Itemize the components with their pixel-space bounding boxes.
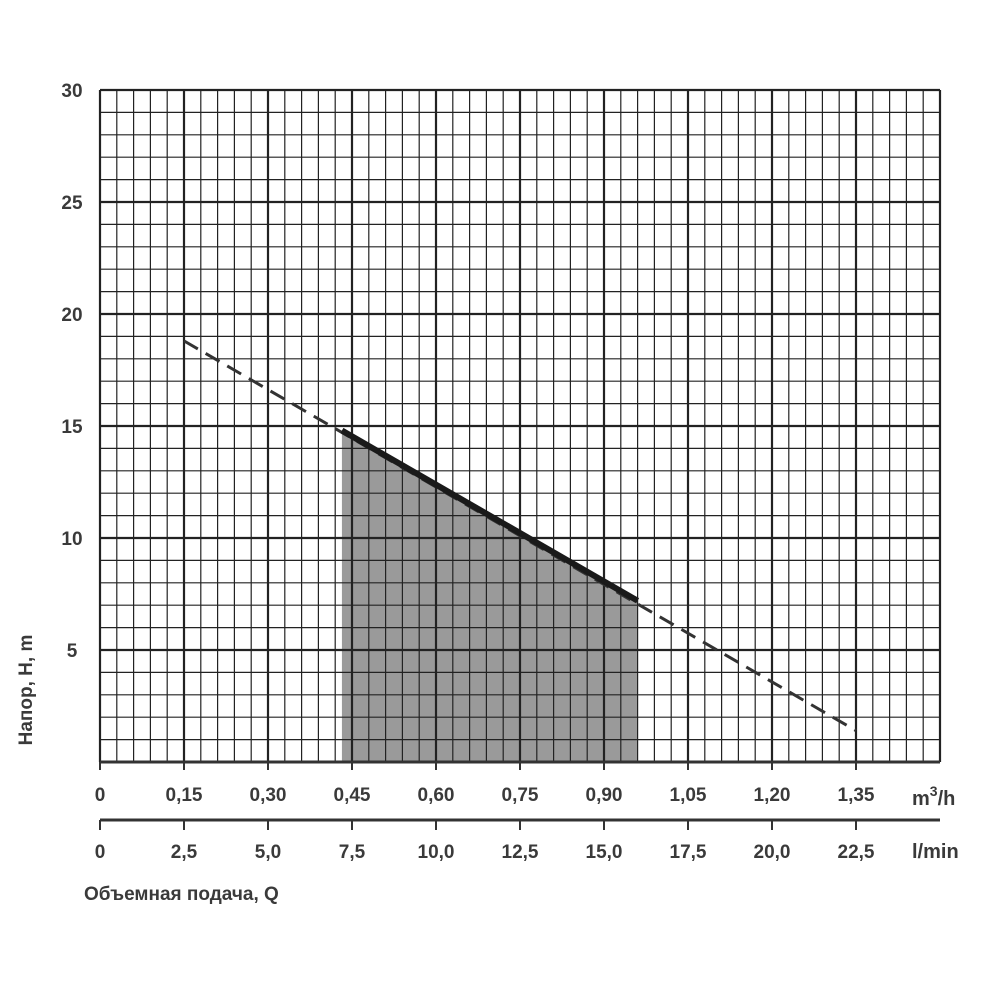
- y-tick-label: 15: [61, 417, 83, 438]
- x-tick-label-m3h: 0,15: [166, 785, 203, 806]
- y-tick-label: 5: [67, 641, 78, 662]
- unit-lmin: l/min: [912, 841, 959, 863]
- x-tick-label-lmin: 22,5: [838, 842, 875, 863]
- x-tick-label-lmin: 0: [95, 842, 106, 863]
- x-tick-label-m3h: 0,45: [334, 785, 371, 806]
- x-tick-label-lmin: 5,0: [255, 842, 281, 863]
- x-tick-label-m3h: 0,75: [502, 785, 539, 806]
- y-tick-label: 20: [61, 305, 82, 326]
- y-tick-label: 25: [61, 193, 83, 214]
- operating-range-shade: [341, 430, 638, 762]
- grid: [98, 88, 942, 764]
- x-tick-label-lmin: 20,0: [754, 842, 791, 863]
- tick-labels: 30 25 20 15 10 5 0 0 0,15 2,5 0,30 5,0 0,45 7,5 0,60 10…: [61, 81, 874, 863]
- curve-solid: [340, 427, 640, 604]
- x-tick-label-lmin: 10,0: [418, 842, 455, 863]
- x-tick-label-lmin: 7,5: [339, 842, 366, 863]
- x-tick-label-m3h: 0,60: [418, 785, 455, 806]
- x-tick-label-m3h: 0,30: [250, 785, 287, 806]
- y-tick-label: 30: [61, 81, 82, 102]
- x-tick-label-m3h: 1,35: [838, 785, 875, 806]
- x-tick-label-lmin: 12,5: [502, 842, 539, 863]
- unit-m3h: m3/h: [912, 783, 955, 810]
- y-axis-label: Напор, H, m: [16, 635, 37, 746]
- operating-range-area: [341, 430, 638, 762]
- y-tick-label: 10: [61, 529, 82, 550]
- x-tick-label-lmin: 17,5: [670, 842, 707, 863]
- x-tick-label-m3h: 0,90: [586, 785, 623, 806]
- x-tick-label-m3h: 1,05: [670, 785, 707, 806]
- x-axis-label: Объемная подача, Q: [84, 884, 279, 905]
- x-tick-label-lmin: 2,5: [171, 842, 198, 863]
- x-tick-label-m3h: 0: [95, 785, 106, 806]
- x-tick-label-m3h: 1,20: [754, 785, 791, 806]
- curves: [183, 339, 857, 732]
- x-tick-label-lmin: 15,0: [586, 842, 623, 863]
